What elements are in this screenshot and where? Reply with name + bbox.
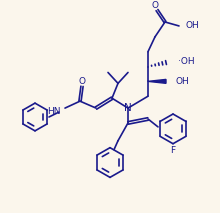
Polygon shape bbox=[148, 79, 166, 83]
Text: O: O bbox=[152, 1, 158, 10]
Text: OH: OH bbox=[186, 22, 200, 30]
Text: N: N bbox=[124, 103, 132, 113]
Text: OH: OH bbox=[176, 77, 190, 86]
Text: O: O bbox=[79, 77, 86, 86]
Text: ·OH: ·OH bbox=[178, 57, 195, 66]
Text: HN: HN bbox=[48, 106, 61, 116]
Text: F: F bbox=[170, 146, 176, 155]
